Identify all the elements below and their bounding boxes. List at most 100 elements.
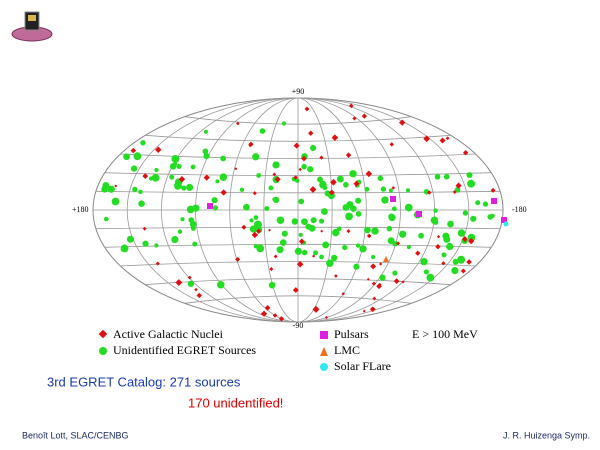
- unidentified-source: [281, 121, 287, 126]
- legend-solar: Solar FLare: [334, 359, 391, 373]
- unidentified-source: [268, 281, 276, 289]
- agn-source: [401, 280, 405, 284]
- logo: [11, 11, 53, 42]
- unidentified-source: [298, 232, 303, 237]
- unidentified-source: [253, 244, 258, 249]
- unidentified-source: [313, 250, 319, 256]
- agn-source: [362, 309, 366, 313]
- agn-source: [292, 287, 299, 293]
- unidentified-source: [202, 148, 209, 155]
- agn-source: [423, 135, 431, 143]
- unidentified-source: [243, 203, 250, 211]
- unidentified-source: [252, 153, 260, 161]
- unidentified-source: [212, 205, 219, 211]
- agn-source: [371, 281, 377, 286]
- unidentified-source: [298, 198, 305, 205]
- lmc-source: [383, 256, 389, 262]
- agn-source: [445, 136, 450, 141]
- unidentified-source: [470, 215, 477, 222]
- agn-source: [312, 254, 316, 258]
- unidentified-source: [126, 235, 134, 243]
- unidentified-source: [107, 185, 115, 193]
- unidentified-source: [256, 173, 262, 178]
- agn-source: [269, 267, 274, 272]
- unidentified-source: [447, 220, 454, 228]
- unidentified-source: [345, 212, 353, 221]
- unidentified-source: [140, 140, 146, 146]
- unidentified-source: [420, 257, 428, 266]
- agn-source: [345, 152, 352, 158]
- agn-source: [455, 182, 462, 189]
- unidentified-source: [217, 280, 225, 289]
- unidentified-source: [451, 267, 459, 275]
- solar-flare-source: [503, 221, 509, 227]
- legend-solar-marker: [320, 363, 328, 371]
- unidentified-source: [426, 273, 435, 282]
- unidentified-source: [239, 187, 245, 192]
- unidentified-source: [192, 204, 200, 212]
- agn-source: [441, 261, 446, 266]
- unidentified-source: [102, 182, 110, 189]
- unidentified-source: [322, 241, 330, 249]
- legend-unid: Unidentified EGRET Sources: [113, 343, 256, 357]
- unidentified-source: [249, 218, 254, 223]
- unidentified-source: [301, 218, 308, 226]
- agn-source: [415, 250, 421, 256]
- unidentified-source: [322, 185, 328, 191]
- agn-source: [366, 277, 370, 281]
- agn-source: [298, 167, 302, 172]
- parallel: [120, 153, 476, 159]
- unidentified-source: [443, 173, 450, 180]
- label-bottom: -90: [293, 321, 304, 330]
- agn-source: [203, 174, 210, 181]
- legend-lmc: LMC: [334, 343, 360, 357]
- agn-source: [467, 237, 475, 245]
- unidentified-source: [318, 218, 325, 224]
- agn-source: [376, 283, 382, 290]
- unidentified-source: [219, 173, 228, 181]
- unidentified-source: [203, 129, 208, 134]
- unidentified-source: [138, 189, 143, 195]
- unidentified-source: [215, 179, 220, 184]
- unidentified-source: [186, 183, 194, 191]
- unidentified-source: [330, 254, 338, 262]
- unidentified-source: [180, 217, 185, 222]
- unidentified-source: [434, 173, 441, 180]
- pulsar-source: [390, 196, 396, 202]
- agn-source: [319, 155, 324, 160]
- energy-label: E > 100 MeV: [412, 327, 478, 341]
- unidentified-source: [452, 258, 459, 265]
- label-top: +90: [292, 87, 305, 96]
- agn-source: [114, 184, 118, 188]
- agn-source: [352, 116, 357, 121]
- unidentified-source: [392, 270, 398, 276]
- unidentified-source: [441, 252, 447, 258]
- pulsar-source: [501, 217, 507, 223]
- unidentified-source: [176, 163, 182, 169]
- agn-source: [348, 103, 354, 109]
- agn-source: [460, 268, 466, 274]
- unidentified-source: [392, 240, 398, 247]
- agn-source: [296, 261, 304, 268]
- parallel: [120, 261, 476, 267]
- agn-source: [272, 313, 278, 318]
- unidentified-source: [462, 210, 469, 216]
- unidentified-source: [276, 246, 284, 254]
- parallel: [184, 295, 412, 304]
- agn-source: [155, 146, 162, 153]
- unidentified-source: [103, 216, 109, 222]
- agn-source: [298, 238, 305, 245]
- unidentified-source: [307, 166, 314, 173]
- unidentified-source: [132, 186, 138, 193]
- label-right: -180: [512, 205, 527, 214]
- unidentified-source: [327, 192, 335, 200]
- unidentified-source: [319, 254, 324, 260]
- unidentified-source: [326, 259, 334, 267]
- agn-source: [304, 106, 310, 112]
- agn-source: [252, 191, 257, 196]
- unidentified-source: [388, 188, 393, 193]
- unidentified-source: [133, 152, 142, 161]
- unidentified-source: [279, 239, 287, 246]
- unidentified-source: [187, 280, 195, 287]
- agn-source: [251, 231, 259, 239]
